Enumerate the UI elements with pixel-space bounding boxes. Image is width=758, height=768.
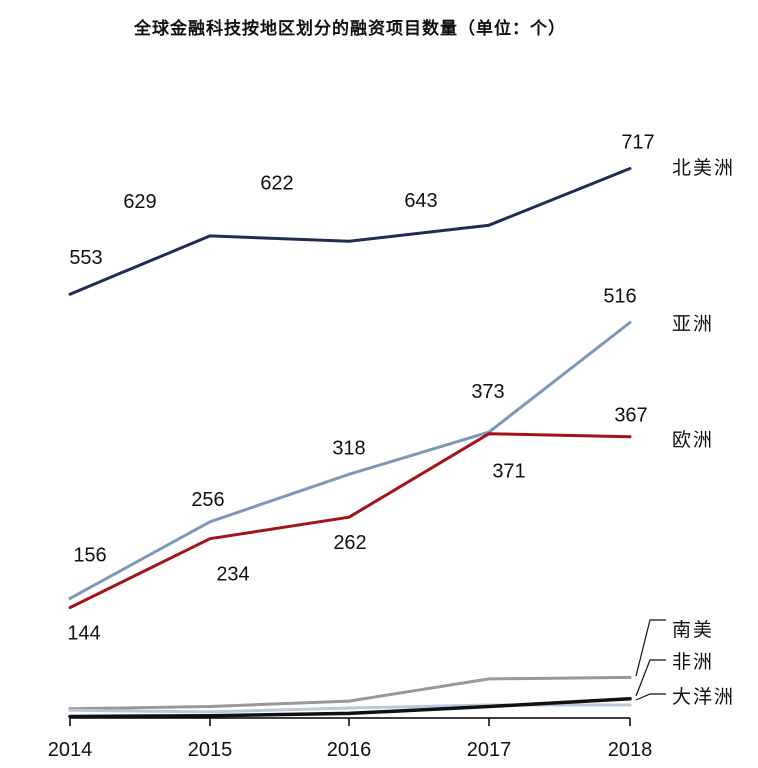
legend-label-3: 南美 (672, 619, 714, 641)
leader-line-africa (635, 659, 666, 697)
data-label-2-0: 144 (67, 623, 100, 645)
legend-label-4: 非洲 (672, 651, 714, 673)
data-label-0-2: 622 (260, 172, 293, 194)
data-label-1-3: 373 (471, 381, 504, 403)
legend-label-5: 大洋洲 (672, 686, 735, 708)
legend-label-0: 北美洲 (672, 157, 735, 179)
x-tick-label-2016: 2016 (327, 739, 372, 761)
legend-label-2: 欧洲 (672, 429, 714, 451)
data-label-1-1: 256 (191, 489, 224, 511)
data-label-0-0: 553 (69, 247, 102, 269)
series-line-1 (68, 321, 632, 600)
x-tick-label-2018: 2018 (608, 739, 653, 761)
data-label-1-0: 156 (73, 544, 106, 566)
data-label-0-3: 643 (404, 190, 437, 212)
lines-layer (68, 167, 632, 719)
x-tick-label-2015: 2015 (188, 739, 233, 761)
leader-line-oceania (635, 693, 666, 701)
data-label-1-2: 318 (332, 437, 365, 459)
x-tick-label-2017: 2017 (467, 739, 512, 761)
data-label-1-4: 516 (603, 286, 636, 308)
labels-layer: 553 629 622 643 717 156 256 318 373 516 144 234 262 3… (67, 131, 654, 644)
data-label-2-3: 371 (492, 461, 525, 483)
x-tick-label-2014: 2014 (48, 739, 93, 761)
data-label-2-1: 234 (216, 564, 249, 586)
data-label-2-2: 262 (333, 532, 366, 554)
series-line-0 (68, 167, 632, 296)
leader-line-south-america (635, 619, 666, 677)
data-label-0-4: 717 (621, 131, 654, 153)
axis-layer: 2014 2015 2016 2017 2018 (48, 717, 653, 761)
legend-label-1: 亚洲 (672, 313, 714, 335)
data-label-0-1: 629 (123, 191, 156, 213)
chart-title: 全球金融科技按地区划分的融资项目数量（单位：个） (134, 19, 566, 39)
series-line-2 (68, 432, 632, 610)
data-label-2-4: 367 (614, 405, 647, 427)
